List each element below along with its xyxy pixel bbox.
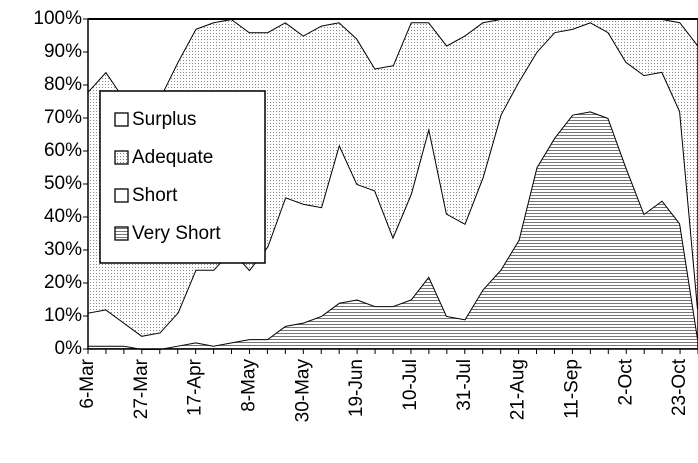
legend-label: Adequate: [132, 147, 213, 168]
y-tick-label: 0%: [55, 338, 83, 359]
x-tick-label: 21-Aug: [508, 359, 529, 420]
x-tick-label: 2-Oct: [615, 358, 636, 405]
legend-label: Surplus: [132, 109, 196, 130]
legend-swatch: [114, 112, 129, 127]
y-tick-label: 90%: [44, 41, 82, 62]
x-tick-label: 30-May: [292, 359, 313, 423]
y-tick-label: 80%: [44, 74, 82, 95]
area: [88, 19, 698, 105]
y-tick-label: 10%: [44, 305, 82, 326]
x-tick-label: 8-May: [238, 359, 259, 412]
legend: Surplus Adequate Short Very Short: [99, 90, 266, 264]
x-tick-label: 27-Mar: [131, 358, 152, 419]
area: [88, 22, 698, 350]
x-tick-label: 17-Apr: [185, 358, 206, 416]
legend-swatch: [114, 226, 129, 241]
area: [88, 111, 698, 350]
x-tick-label: 23-Oct: [669, 358, 690, 416]
x-tick-label: 31-Jul: [454, 359, 475, 411]
y-tick-label: 30%: [44, 239, 82, 260]
x-tick-label: 6-Mar: [77, 358, 98, 408]
legend-label: Very Short: [132, 223, 221, 244]
legend-label: Short: [132, 185, 178, 206]
legend-swatch: [114, 150, 129, 165]
x-tick-label: 11-Sep: [561, 359, 582, 419]
y-tick-label: 60%: [44, 140, 82, 161]
y-tick-label: 70%: [44, 107, 82, 128]
y-tick-label: 100%: [33, 8, 82, 29]
y-tick-label: 50%: [44, 173, 82, 194]
y-tick-label: 20%: [44, 272, 82, 293]
y-tick-label: 40%: [44, 206, 82, 227]
legend-swatch: [114, 188, 129, 203]
x-tick-label: 19-Jun: [346, 359, 367, 417]
x-tick-label: 10-Jul: [400, 359, 421, 411]
